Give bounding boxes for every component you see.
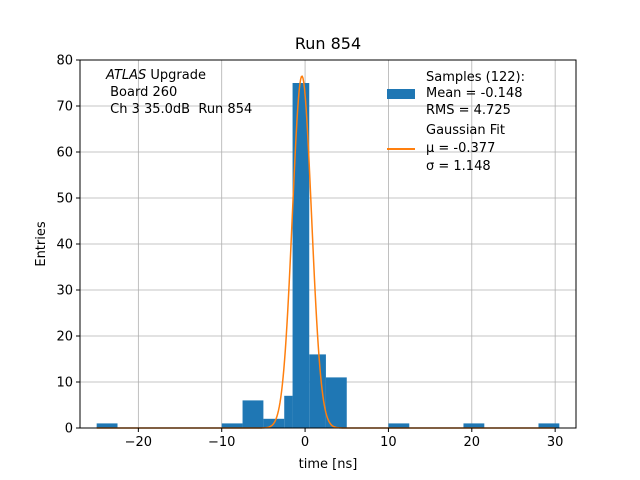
y-tick-label-5: 50 xyxy=(56,192,73,207)
histogram-bar-0 xyxy=(96,423,118,428)
y-tick-label-6: 60 xyxy=(56,146,73,161)
x-axis-label: time [ns] xyxy=(299,457,358,472)
legend-fit-line-2: μ = -0.377 xyxy=(426,141,495,156)
x-tick-label-3: 10 xyxy=(380,435,397,450)
y-tick-label-4: 40 xyxy=(56,238,73,253)
y-axis-ticks: 0 10 20 30 40 50 60 70 80 xyxy=(56,54,80,437)
histogram-bars xyxy=(96,83,560,428)
x-tick-label-0: −20 xyxy=(125,435,152,450)
atlas-annotation: ATLAS Upgrade Board 260 Ch 3 35.0dB Run … xyxy=(105,68,252,117)
y-tick-label-0: 0 xyxy=(65,422,73,437)
y-tick-label-8: 80 xyxy=(56,54,73,69)
legend-samples-line-3: RMS = 4.725 xyxy=(426,103,511,118)
histogram-bar-1 xyxy=(221,423,243,428)
x-tick-label-2: 0 xyxy=(301,435,309,450)
y-tick-label-1: 10 xyxy=(56,376,73,391)
legend-fit-line-3: σ = 1.148 xyxy=(426,159,491,174)
histogram-bar-9 xyxy=(463,423,485,428)
histogram-bar-4 xyxy=(284,395,293,428)
x-tick-label-4: 20 xyxy=(464,435,481,450)
annotation-upgrade: Upgrade xyxy=(146,68,206,83)
legend-fit-line-1: Gaussian Fit xyxy=(426,123,505,138)
y-tick-label-3: 30 xyxy=(56,284,73,299)
y-tick-label-2: 20 xyxy=(56,330,73,345)
x-tick-label-5: 30 xyxy=(547,435,564,450)
histogram-bar-8 xyxy=(388,423,410,428)
legend-samples-patch xyxy=(387,89,415,99)
y-tick-label-7: 70 xyxy=(56,100,73,115)
annotation-line-3: Ch 3 35.0dB Run 854 xyxy=(106,102,252,117)
histogram-bar-7 xyxy=(325,377,347,428)
legend: Samples (122): Mean = -0.148 RMS = 4.725… xyxy=(387,70,525,174)
histogram-bar-10 xyxy=(538,423,560,428)
histogram-bar-6 xyxy=(309,354,326,428)
y-axis-label: Entries xyxy=(34,221,49,267)
annotation-line-2: Board 260 xyxy=(106,85,177,100)
x-axis-ticks: −20 −10 0 10 20 30 xyxy=(125,428,564,450)
annotation-line-1: ATLAS Upgrade xyxy=(105,68,206,83)
x-tick-label-1: −10 xyxy=(208,435,235,450)
histogram-bar-2 xyxy=(242,400,264,428)
legend-samples-line-1: Samples (122): xyxy=(426,70,525,85)
chart-title: Run 854 xyxy=(295,34,361,53)
histogram-bar-5 xyxy=(292,83,310,428)
annotation-atlas: ATLAS xyxy=(105,68,146,83)
legend-samples-line-2: Mean = -0.148 xyxy=(426,86,522,101)
